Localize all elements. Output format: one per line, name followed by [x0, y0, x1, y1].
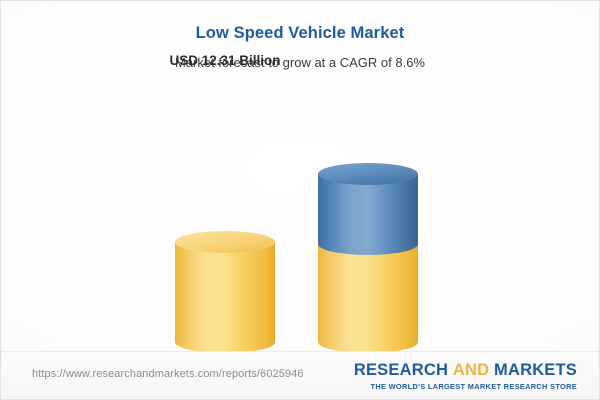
logo-word-and: AND — [452, 361, 490, 379]
chart-plot-area: USD 12.31 Billion — [1, 1, 599, 382]
cylinder-2029 — [318, 163, 428, 355]
logo-tagline: THE WORLD'S LARGEST MARKET RESEARCH STOR… — [370, 382, 577, 391]
logo-wordmark: RESEARCH AND MARKETS — [354, 361, 577, 380]
chart-subtitle: Market forecast to grow at a CAGR of 8.6… — [175, 55, 425, 70]
footer-bar: https://www.researchandmarkets.com/repor… — [1, 351, 599, 399]
cylinder-2023 — [175, 231, 285, 355]
bar-value-label-2023: USD 12.31 Billion — [169, 53, 281, 68]
bar-group-2029: USD 20.12 Billion — [318, 46, 428, 382]
logo-word-markets: MARKETS — [494, 361, 577, 379]
bar-group-2023: USD 12.31 Billion — [169, 46, 285, 382]
research-and-markets-logo[interactable]: RESEARCH AND MARKETS THE WORLD'S LARGEST… — [354, 361, 577, 392]
report-url[interactable]: https://www.researchandmarkets.com/repor… — [32, 368, 304, 380]
logo-word-research: RESEARCH — [353, 361, 449, 379]
page-title: Low Speed Vehicle Market — [195, 24, 405, 42]
chart-header: Low Speed Vehicle Market Market forecast… — [1, 23, 599, 71]
